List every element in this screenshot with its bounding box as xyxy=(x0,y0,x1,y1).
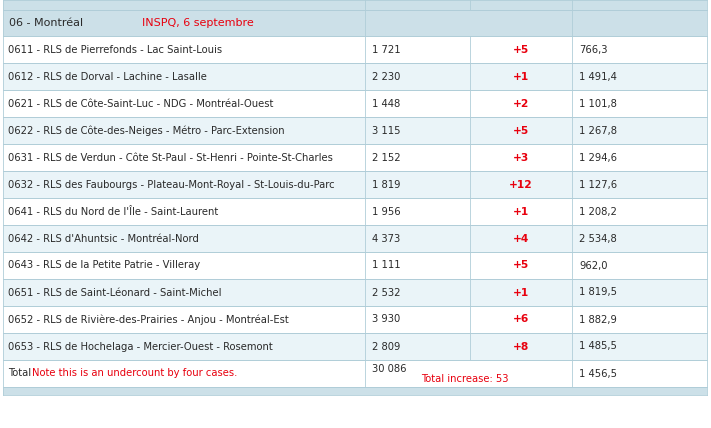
Text: +2: +2 xyxy=(513,98,529,109)
Bar xyxy=(3,225,707,252)
Text: 1 208,2: 1 208,2 xyxy=(579,206,617,217)
Text: +8: +8 xyxy=(513,342,529,351)
Text: 1 101,8: 1 101,8 xyxy=(579,98,617,109)
Text: 4 373: 4 373 xyxy=(372,234,400,244)
Bar xyxy=(3,171,707,198)
Text: +3: +3 xyxy=(513,152,529,163)
Text: 0642 - RLS d'Ahuntsic - Montréal-Nord: 0642 - RLS d'Ahuntsic - Montréal-Nord xyxy=(8,234,199,244)
Text: +6: +6 xyxy=(513,315,529,324)
Text: 0611 - RLS de Pierrefonds - Lac Saint-Louis: 0611 - RLS de Pierrefonds - Lac Saint-Lo… xyxy=(8,45,222,54)
Text: 1 882,9: 1 882,9 xyxy=(579,315,617,324)
Text: +5: +5 xyxy=(513,45,529,54)
Text: 2 532: 2 532 xyxy=(372,288,400,297)
Text: INSPQ, 6 septembre: INSPQ, 6 septembre xyxy=(142,18,254,28)
Text: 0651 - RLS de Saint-Léonard - Saint-Michel: 0651 - RLS de Saint-Léonard - Saint-Mich… xyxy=(8,288,222,297)
Text: 30 086: 30 086 xyxy=(372,363,407,374)
Text: Total: Total xyxy=(8,369,31,378)
Text: 1 819: 1 819 xyxy=(372,179,400,190)
Text: +1: +1 xyxy=(513,206,529,217)
Text: 0612 - RLS de Dorval - Lachine - Lasalle: 0612 - RLS de Dorval - Lachine - Lasalle xyxy=(8,71,207,81)
Text: 3 115: 3 115 xyxy=(372,125,400,136)
Text: 0622 - RLS de Côte-des-Neiges - Métro - Parc-Extension: 0622 - RLS de Côte-des-Neiges - Métro - … xyxy=(8,125,284,136)
Text: 0621 - RLS de Côte-Saint-Luc - NDG - Montréal-Ouest: 0621 - RLS de Côte-Saint-Luc - NDG - Mon… xyxy=(8,98,273,109)
Text: 1 721: 1 721 xyxy=(372,45,400,54)
Text: +5: +5 xyxy=(513,261,529,270)
Bar xyxy=(3,387,707,395)
Bar xyxy=(3,333,707,360)
Bar xyxy=(3,10,707,36)
Text: 1 485,5: 1 485,5 xyxy=(579,342,617,351)
Text: 2 230: 2 230 xyxy=(372,71,400,81)
Bar xyxy=(3,279,707,306)
Text: 1 111: 1 111 xyxy=(372,261,400,270)
Text: Total increase: 53: Total increase: 53 xyxy=(421,374,509,383)
Text: +1: +1 xyxy=(513,288,529,297)
Bar xyxy=(3,360,707,387)
Bar xyxy=(3,90,707,117)
Text: 1 819,5: 1 819,5 xyxy=(579,288,617,297)
Text: 0653 - RLS de Hochelaga - Mercier-Ouest - Rosemont: 0653 - RLS de Hochelaga - Mercier-Ouest … xyxy=(8,342,273,351)
Bar xyxy=(3,0,707,10)
Text: 2 534,8: 2 534,8 xyxy=(579,234,616,244)
Bar xyxy=(3,36,707,63)
Bar xyxy=(3,306,707,333)
Text: 766,3: 766,3 xyxy=(579,45,607,54)
Text: 2 152: 2 152 xyxy=(372,152,400,163)
Bar xyxy=(3,144,707,171)
Text: 3 930: 3 930 xyxy=(372,315,400,324)
Text: 0641 - RLS du Nord de l'Île - Saint-Laurent: 0641 - RLS du Nord de l'Île - Saint-Laur… xyxy=(8,206,218,217)
Text: 06 - Montréal: 06 - Montréal xyxy=(9,18,83,28)
Text: 1 448: 1 448 xyxy=(372,98,400,109)
Text: Note this is an undercount by four cases.: Note this is an undercount by four cases… xyxy=(32,369,237,378)
Text: 0643 - RLS de la Petite Patrie - Villeray: 0643 - RLS de la Petite Patrie - Villera… xyxy=(8,261,200,270)
Text: 2 809: 2 809 xyxy=(372,342,400,351)
Text: 0632 - RLS des Faubourgs - Plateau-Mont-Royal - St-Louis-du-Parc: 0632 - RLS des Faubourgs - Plateau-Mont-… xyxy=(8,179,335,190)
Text: 1 491,4: 1 491,4 xyxy=(579,71,617,81)
Text: +5: +5 xyxy=(513,125,529,136)
Text: +12: +12 xyxy=(509,179,533,190)
Text: 1 956: 1 956 xyxy=(372,206,400,217)
Bar xyxy=(3,63,707,90)
Text: 0652 - RLS de Rivière-des-Prairies - Anjou - Montréal-Est: 0652 - RLS de Rivière-des-Prairies - Anj… xyxy=(8,314,289,325)
Text: 962,0: 962,0 xyxy=(579,261,607,270)
Text: 1 294,6: 1 294,6 xyxy=(579,152,617,163)
Text: +4: +4 xyxy=(513,234,529,244)
Bar xyxy=(3,198,707,225)
Text: 1 456,5: 1 456,5 xyxy=(579,369,617,378)
Bar xyxy=(3,252,707,279)
Text: 0631 - RLS de Verdun - Côte St-Paul - St-Henri - Pointe-St-Charles: 0631 - RLS de Verdun - Côte St-Paul - St… xyxy=(8,152,333,163)
Bar xyxy=(3,117,707,144)
Text: +1: +1 xyxy=(513,71,529,81)
Text: 1 127,6: 1 127,6 xyxy=(579,179,617,190)
Text: 1 267,8: 1 267,8 xyxy=(579,125,617,136)
